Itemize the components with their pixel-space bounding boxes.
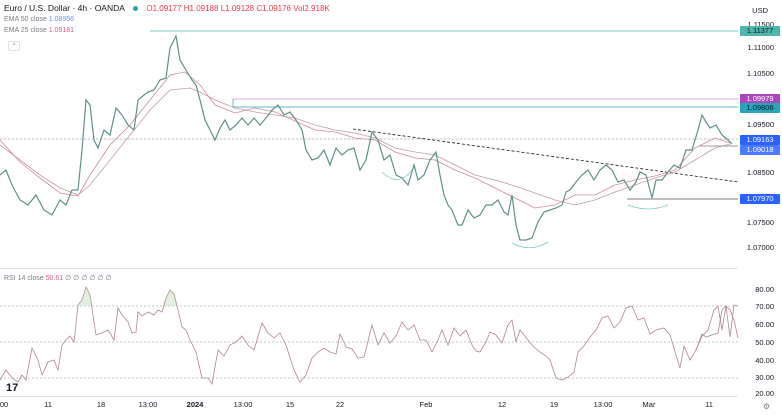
price-axis[interactable]: USD 1.11500 1.11000 1.10500 1.09500 1.08… (738, 0, 782, 415)
rsi-tick: 50.00 (755, 338, 774, 347)
price-tag-1.07970: 1.07970 (740, 194, 780, 204)
ema25-label: EMA 25 close (4, 27, 47, 34)
time-tick: 15 (285, 400, 295, 409)
time-tick: 13:00 (593, 400, 613, 409)
rsi-line (0, 285, 739, 386)
time-tick: 2024 (186, 400, 204, 409)
collapse-indicators-button[interactable]: ^ (8, 41, 20, 51)
currency-selector[interactable]: USD (752, 6, 768, 15)
arc-annotation-3 (627, 204, 669, 210)
price-tag-1.09979: 1.09979 (740, 94, 780, 104)
rsi-tick: 40.00 (755, 356, 774, 365)
rsi-tick: 70.00 (755, 302, 774, 311)
symbol-title[interactable]: Euro / U.S. Dollar · 4h · OANDA (4, 3, 125, 13)
arc-annotation-2 (511, 241, 549, 249)
time-tick: 18 (96, 400, 106, 409)
time-tick: 22 (335, 400, 345, 409)
time-tick: 11 (44, 400, 52, 409)
price-tick: 1.09500 (746, 120, 774, 129)
rsi-tick: 60.00 (755, 320, 774, 329)
ohlc-high: H1.09188 (183, 4, 219, 13)
price-tick: 1.11000 (747, 43, 774, 52)
indicator-rsi[interactable]: RSI 14 close 50.61 ∅ ∅ ∅ ∅ ∅ ∅ (4, 274, 111, 282)
price-tag-1.09018: 1.09018 (740, 145, 780, 155)
ema50-line (0, 87, 731, 206)
rsi-empty-values: ∅ ∅ ∅ ∅ ∅ ∅ (65, 275, 112, 282)
rsi-label: RSI 14 close (4, 275, 44, 282)
price-tag-1.09163: 1.09163 (740, 135, 780, 145)
tradingview-logo[interactable]: 17 (6, 382, 19, 394)
time-tick: Feb (419, 400, 433, 409)
volume: Vol2.918K (293, 4, 330, 13)
rsi-tick: 30.00 (755, 373, 774, 382)
price-tick: 1.11500 (747, 20, 774, 29)
chevron-up-icon: ^ (12, 43, 16, 49)
arc-annotation-1 (381, 169, 413, 180)
indicator-ema25[interactable]: EMA 25 close 1.09181 (4, 27, 74, 34)
market-status-icon (133, 6, 139, 12)
ema25-value: 1.09181 (48, 27, 75, 34)
chart-legend: Euro / U.S. Dollar · 4h · OANDA O1.09177… (4, 3, 330, 14)
ema25-line (0, 71, 731, 209)
rsi-tick: 20.00 (755, 389, 774, 398)
rsi-value: 50.61 (45, 275, 64, 282)
time-tick: 13:00 (233, 400, 253, 409)
price-tick: 1.08500 (746, 168, 774, 177)
time-tick: 11 (705, 400, 713, 409)
ema50-value: 1.08956 (48, 16, 75, 23)
time-tick: 12 (497, 400, 507, 409)
rsi-line-tail (695, 305, 739, 351)
time-tick: 00 (0, 400, 9, 409)
ohlc-open: O1.09177 (146, 4, 182, 13)
ema50-label: EMA 50 close (4, 16, 47, 23)
rsi-overbought-fill (164, 290, 177, 306)
time-tick: 13:00 (138, 400, 158, 409)
time-tick: Mar (642, 400, 656, 409)
price-tick: 1.07500 (746, 218, 774, 227)
price-tick: 1.07000 (746, 243, 774, 252)
ohlc-low: L1.09128 (220, 4, 255, 13)
rsi-tick: 80.00 (755, 285, 774, 294)
gear-icon[interactable]: ⚙ (762, 402, 770, 411)
price-candles (0, 34, 733, 241)
pane-separator[interactable] (0, 268, 738, 269)
price-tag-1.09806: 1.09806 (740, 103, 780, 113)
price-tag-1.11377: 1.11377 (740, 26, 780, 36)
ohlc-close: C1.09176 (256, 4, 292, 13)
time-tick: 19 (549, 400, 559, 409)
price-tick: 1.10500 (746, 69, 774, 78)
indicator-ema50[interactable]: EMA 50 close 1.08956 (4, 16, 74, 23)
rsi-overbought-fill (78, 287, 93, 306)
time-axis-border (0, 396, 738, 397)
